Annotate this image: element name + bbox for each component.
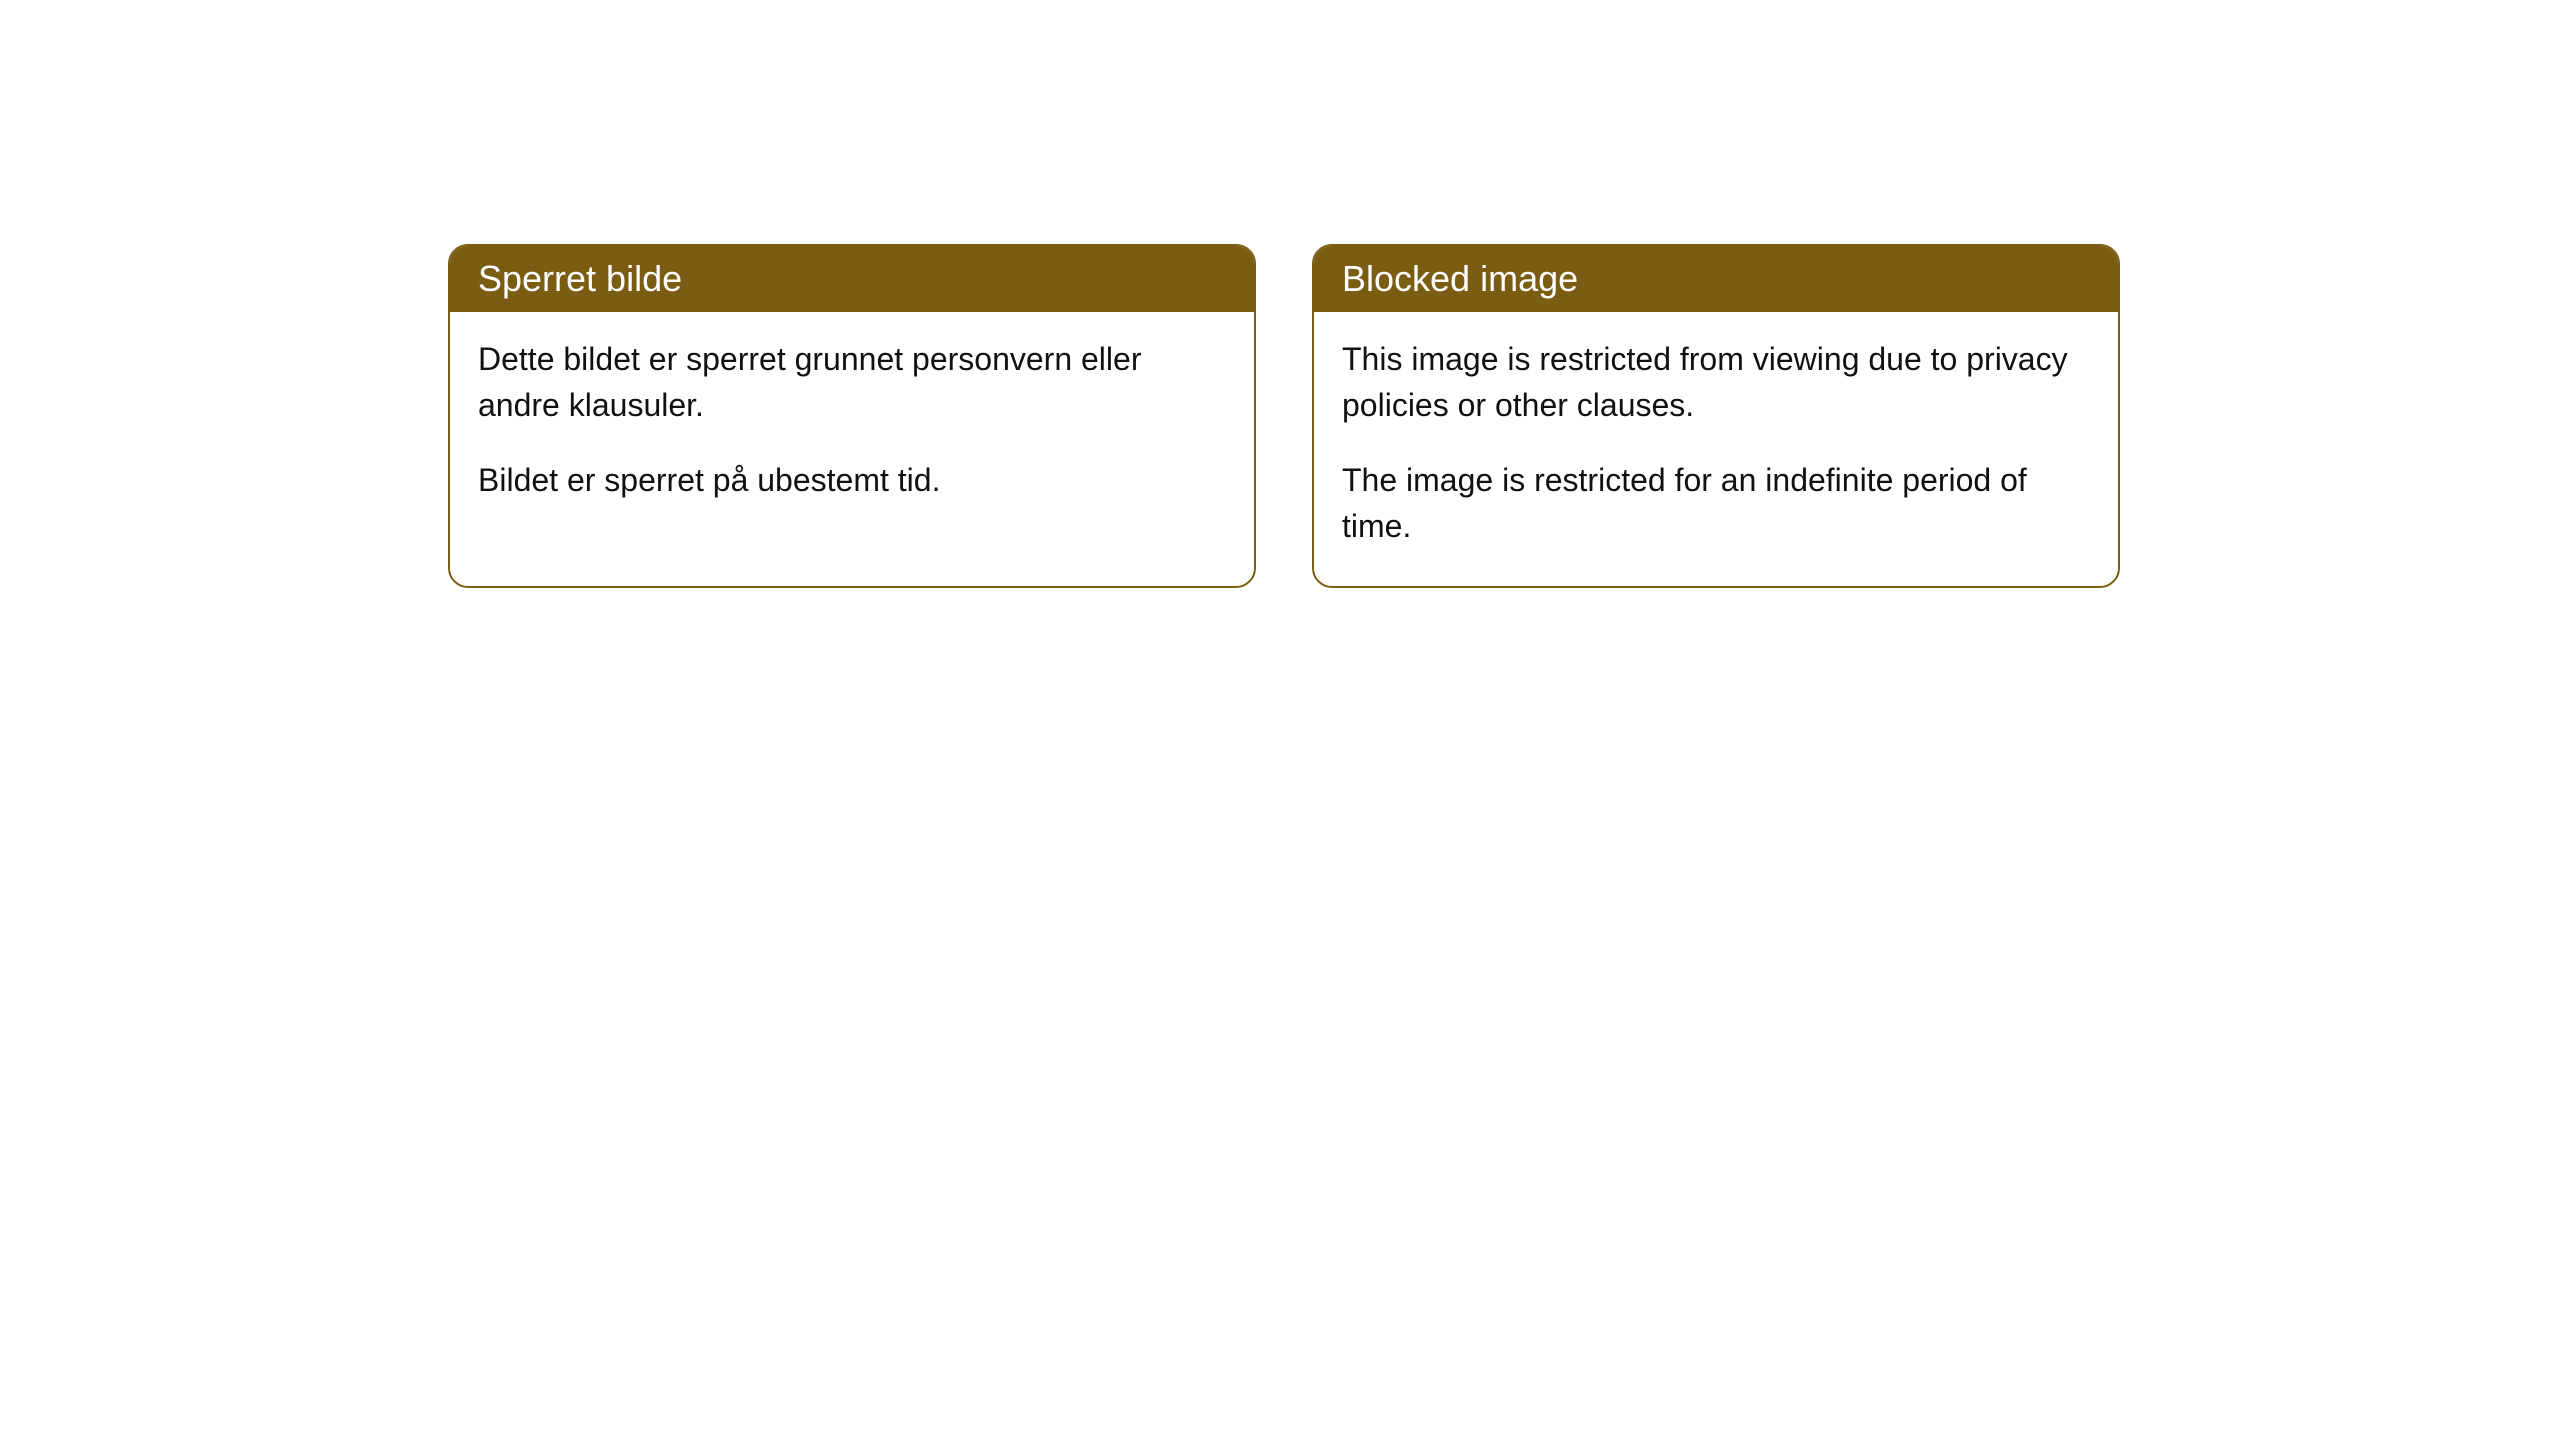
card-paragraph: Dette bildet er sperret grunnet personve… bbox=[478, 336, 1226, 429]
card-title: Blocked image bbox=[1342, 258, 1578, 299]
card-header: Sperret bilde bbox=[450, 246, 1254, 312]
card-title: Sperret bilde bbox=[478, 258, 682, 299]
card-body: Dette bildet er sperret grunnet personve… bbox=[450, 312, 1254, 539]
notice-card-norwegian: Sperret bilde Dette bildet er sperret gr… bbox=[448, 244, 1256, 588]
card-paragraph: Bildet er sperret på ubestemt tid. bbox=[478, 457, 1226, 503]
notice-card-english: Blocked image This image is restricted f… bbox=[1312, 244, 2120, 588]
card-body: This image is restricted from viewing du… bbox=[1314, 312, 2118, 586]
card-header: Blocked image bbox=[1314, 246, 2118, 312]
notice-cards-container: Sperret bilde Dette bildet er sperret gr… bbox=[448, 244, 2120, 588]
card-paragraph: The image is restricted for an indefinit… bbox=[1342, 457, 2090, 550]
card-paragraph: This image is restricted from viewing du… bbox=[1342, 336, 2090, 429]
